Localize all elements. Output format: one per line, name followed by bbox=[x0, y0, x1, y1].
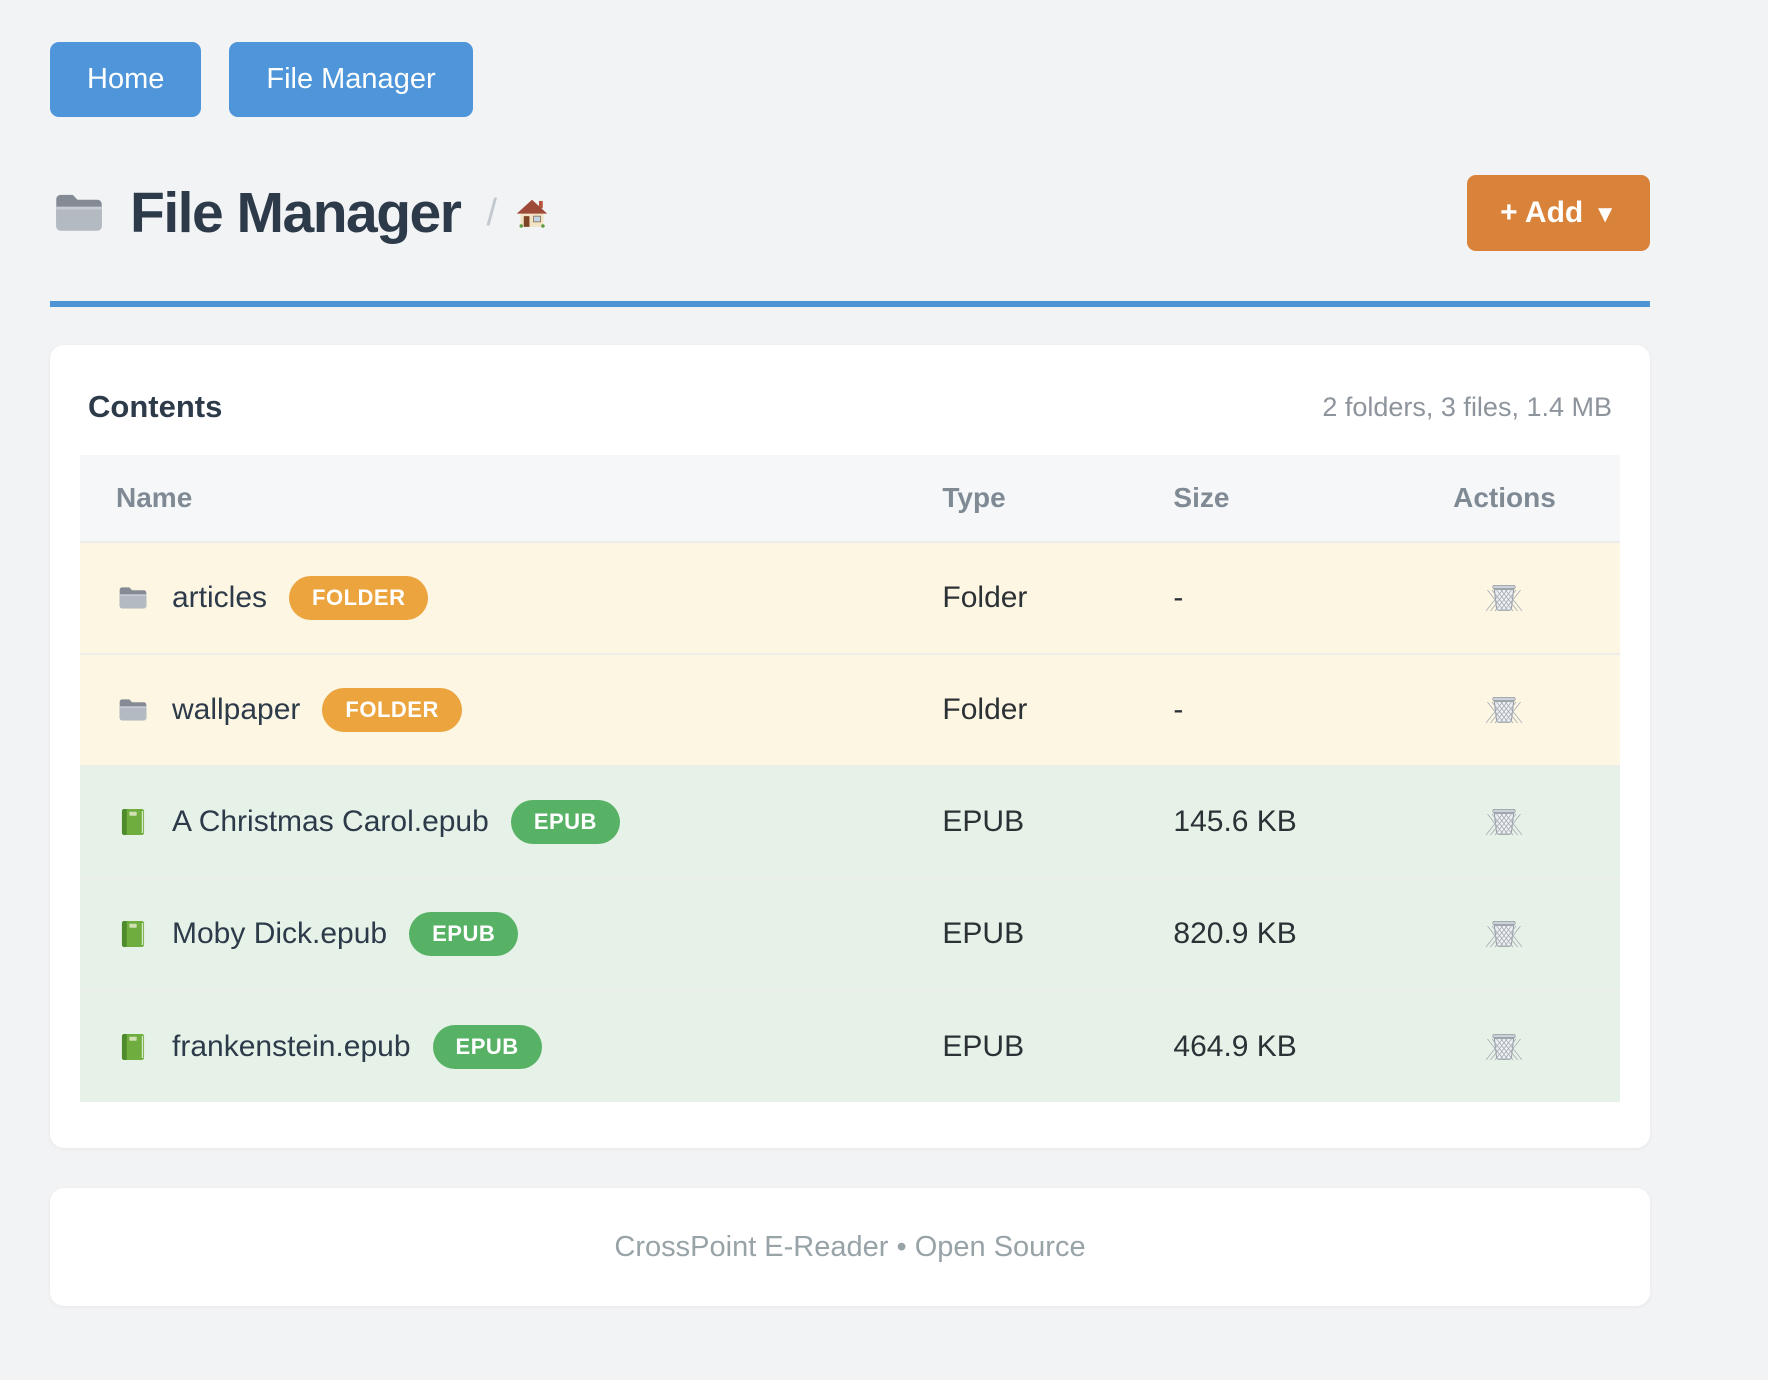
delete-button[interactable] bbox=[1482, 798, 1526, 842]
book-icon bbox=[116, 917, 150, 951]
size-cell: - bbox=[1173, 693, 1184, 726]
folder-icon bbox=[116, 581, 150, 615]
folder-icon bbox=[50, 184, 108, 242]
book-icon bbox=[116, 805, 150, 839]
delete-button[interactable] bbox=[1482, 686, 1526, 730]
trash-icon bbox=[1486, 1027, 1522, 1063]
footer-text: CrossPoint E-Reader • Open Source bbox=[614, 1230, 1086, 1263]
contents-summary: 2 folders, 3 files, 1.4 MB bbox=[1322, 391, 1612, 422]
size-cell: 820.9 KB bbox=[1173, 917, 1297, 950]
name-cell: articles FOLDER bbox=[80, 542, 942, 654]
top-nav: Home File Manager bbox=[50, 0, 1650, 117]
trash-icon bbox=[1486, 914, 1522, 950]
column-header-actions: Actions bbox=[1388, 455, 1620, 542]
file-name-link[interactable]: Moby Dick.epub bbox=[172, 917, 388, 950]
file-table-header: Name Type Size Actions bbox=[80, 455, 1620, 542]
trash-icon bbox=[1486, 578, 1522, 614]
size-cell: - bbox=[1173, 581, 1184, 614]
name-cell: Moby Dick.epub EPUB bbox=[80, 878, 942, 990]
size-cell: 145.6 KB bbox=[1173, 805, 1297, 838]
nav-file-manager-button[interactable]: File Manager bbox=[229, 42, 473, 117]
name-cell: frankenstein.epub EPUB bbox=[80, 990, 942, 1102]
contents-heading: Contents bbox=[88, 389, 223, 424]
file-table-body: articles FOLDER Folder - wallpaper FOLDE… bbox=[80, 542, 1620, 1102]
contents-card-header: Contents 2 folders, 3 files, 1.4 MB bbox=[80, 389, 1620, 425]
column-header-size: Size bbox=[1173, 455, 1389, 542]
add-button[interactable]: + Add ▼ bbox=[1467, 175, 1650, 251]
chevron-down-icon: ▼ bbox=[1593, 201, 1617, 228]
breadcrumb-home-link[interactable] bbox=[513, 194, 551, 232]
actions-cell bbox=[1389, 878, 1620, 990]
size-cell: 464.9 KB bbox=[1173, 1029, 1297, 1063]
file-table: Name Type Size Actions articles FOLDER F… bbox=[80, 455, 1620, 1102]
page-container: Home File Manager File Manager / + Add ▼ … bbox=[50, 0, 1650, 1306]
trash-icon bbox=[1486, 690, 1522, 726]
type-cell: EPUB bbox=[942, 805, 1025, 838]
page-title: File Manager bbox=[130, 181, 462, 245]
accent-divider bbox=[50, 301, 1650, 307]
actions-cell bbox=[1389, 542, 1620, 654]
add-button-label: + Add bbox=[1500, 196, 1584, 229]
table-row: articles FOLDER Folder - bbox=[80, 542, 1620, 654]
book-icon bbox=[116, 1030, 150, 1064]
column-header-name: Name bbox=[80, 455, 943, 542]
footer: CrossPoint E-Reader • Open Source bbox=[50, 1188, 1650, 1306]
file-name-link[interactable]: articles bbox=[172, 581, 268, 614]
type-badge: EPUB bbox=[432, 1024, 542, 1069]
file-name-link[interactable]: A Christmas Carol.epub bbox=[172, 805, 489, 838]
name-cell: A Christmas Carol.epub EPUB bbox=[80, 766, 942, 878]
folder-icon bbox=[116, 693, 150, 727]
delete-button[interactable] bbox=[1482, 910, 1526, 954]
contents-card: Contents 2 folders, 3 files, 1.4 MB Name… bbox=[50, 345, 1650, 1148]
actions-cell bbox=[1389, 990, 1620, 1102]
table-row: wallpaper FOLDER Folder - bbox=[80, 654, 1620, 766]
actions-cell bbox=[1389, 654, 1620, 766]
delete-button[interactable] bbox=[1482, 1023, 1526, 1067]
nav-home-button[interactable]: Home bbox=[50, 42, 202, 117]
type-cell: EPUB bbox=[942, 917, 1025, 950]
table-row: Moby Dick.epub EPUB EPUB 820.9 KB bbox=[80, 878, 1620, 990]
file-name-link[interactable]: wallpaper bbox=[172, 693, 301, 726]
file-name-link[interactable]: frankenstein.epub bbox=[172, 1029, 411, 1063]
house-icon bbox=[513, 194, 551, 232]
name-cell: wallpaper FOLDER bbox=[80, 654, 942, 766]
breadcrumb: / bbox=[486, 192, 551, 235]
type-badge: EPUB bbox=[510, 800, 620, 844]
type-cell: EPUB bbox=[942, 1029, 1025, 1063]
type-badge: FOLDER bbox=[289, 576, 429, 620]
type-badge: FOLDER bbox=[322, 688, 462, 732]
page-header: File Manager / + Add ▼ bbox=[50, 175, 1650, 251]
trash-icon bbox=[1486, 802, 1522, 838]
breadcrumb-separator: / bbox=[486, 191, 497, 234]
column-header-type: Type bbox=[942, 455, 1174, 542]
title-group: File Manager / bbox=[50, 180, 551, 246]
type-badge: EPUB bbox=[409, 912, 519, 956]
table-row: A Christmas Carol.epub EPUB EPUB 145.6 K… bbox=[80, 766, 1620, 878]
actions-cell bbox=[1389, 766, 1620, 878]
table-row: frankenstein.epub EPUB EPUB 464.9 KB bbox=[80, 990, 1620, 1102]
type-cell: Folder bbox=[942, 693, 1028, 726]
type-cell: Folder bbox=[942, 581, 1028, 614]
delete-button[interactable] bbox=[1482, 574, 1526, 618]
